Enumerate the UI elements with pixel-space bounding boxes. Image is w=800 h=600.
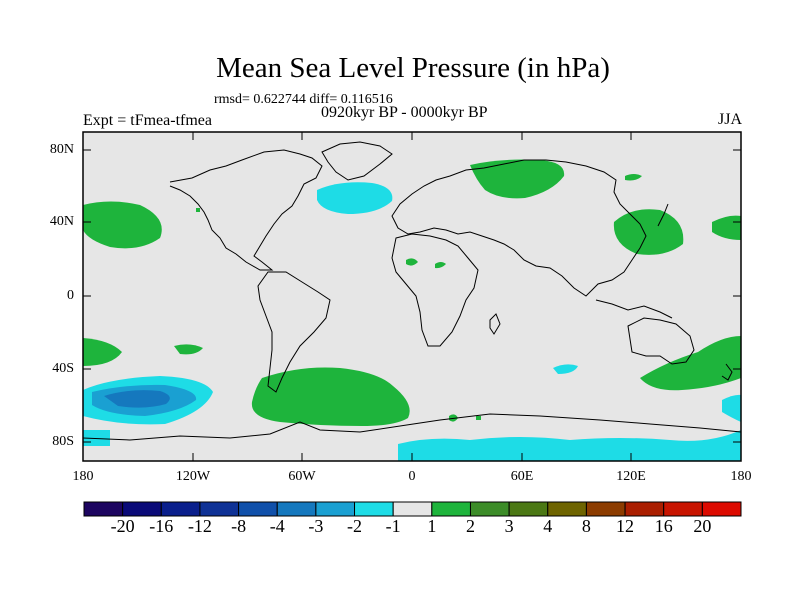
experiment-label: Expt = tFmea-tfmea	[83, 112, 212, 129]
anomaly-south-pacific-core-b	[104, 390, 170, 408]
colorbar-label: -3	[308, 516, 324, 536]
map-title: Mean Sea Level Pressure (in hPa)	[216, 52, 610, 84]
season-label: JJA	[717, 111, 742, 128]
coast-japan	[657, 203, 669, 227]
coast-south-america	[257, 271, 331, 393]
colorbar-swatch	[238, 501, 278, 517]
colorbar-label: 20	[693, 516, 712, 536]
colorbar-label: 2	[465, 516, 475, 536]
coastlines	[83, 141, 741, 441]
coast-antarctica	[83, 413, 741, 441]
coast-madagascar	[489, 313, 501, 335]
lat-label-40s: 40S	[52, 361, 74, 376]
colorbar-label: 3	[504, 516, 514, 536]
colorbar-label: 1	[427, 516, 437, 536]
anomaly-antarctic-coast	[398, 430, 741, 461]
stats-text: rmsd= 0.622744 diff= 0.116516	[214, 92, 393, 107]
anomaly-antarctic-east	[722, 394, 741, 422]
lon-label-60w: 60W	[288, 469, 316, 484]
anomaly-arctic-small	[625, 174, 642, 181]
colorbar-swatch	[315, 501, 356, 517]
colorbar-swatch	[585, 501, 626, 517]
colorbar-swatch	[701, 501, 742, 517]
colorbar-label: 16	[654, 516, 673, 536]
anomaly-south-pacific-small	[174, 344, 203, 355]
anomaly-arctic-asia	[470, 159, 565, 199]
lat-label-80n: 80N	[49, 142, 74, 157]
anomaly-south-indian	[553, 364, 578, 374]
anomaly-atlantic-dot	[196, 208, 200, 212]
anomaly-north-pacific	[83, 201, 162, 249]
anomaly-north-atlantic	[317, 182, 393, 214]
colorbar	[83, 501, 742, 517]
colorbar-swatch	[276, 501, 317, 517]
coast-indonesia	[595, 299, 673, 319]
coast-europe-asia	[391, 159, 647, 297]
colorbar-swatch	[431, 501, 471, 517]
colorbar-label: 8	[581, 516, 591, 536]
colorbar-swatch	[624, 501, 665, 517]
anomaly-africa-b	[435, 262, 446, 269]
colorbar-swatch	[199, 501, 240, 517]
colorbar-label: -16	[149, 516, 174, 536]
colorbar-swatch	[469, 501, 510, 517]
period-label: 0920kyr BP - 0000kyr BP	[321, 104, 488, 121]
anomaly-southern-ocean-dot2	[476, 416, 481, 420]
anomaly-africa-a	[406, 258, 418, 266]
colorbar-swatch	[160, 501, 201, 517]
lon-label-180e: 180	[730, 469, 752, 484]
colorbar-swatch	[354, 501, 394, 517]
colorbar-label: -2	[347, 516, 363, 536]
colorbar-label: -1	[385, 516, 401, 536]
colorbar-label: -12	[187, 516, 212, 536]
colorbar-swatch	[663, 501, 703, 517]
lon-label-60e: 60E	[510, 469, 534, 484]
anomaly-south-indian-australia	[640, 336, 741, 391]
colorbar-label: -20	[110, 516, 135, 536]
lat-label-80s: 80S	[52, 434, 74, 449]
lon-label-180w: 180	[72, 469, 94, 484]
colorbar-swatch	[547, 501, 587, 517]
colorbar-swatch	[122, 501, 162, 517]
lon-label-120e: 120E	[616, 469, 646, 484]
coast-australia	[627, 317, 695, 365]
lon-label-120w: 120W	[175, 469, 211, 484]
colorbar-label: 12	[616, 516, 635, 536]
lat-label-40n: 40N	[49, 214, 74, 229]
colorbar-label: 4	[543, 516, 553, 536]
anomaly-east-asia	[613, 209, 684, 255]
colorbar-label: -4	[269, 516, 285, 536]
anomaly-fields	[83, 159, 741, 461]
coast-africa	[391, 233, 479, 347]
coast-greenland	[321, 141, 393, 181]
colorbar-label: -8	[231, 516, 247, 536]
colorbar-swatch	[392, 501, 433, 517]
colorbar-swatch	[83, 501, 124, 517]
axis-ticks	[83, 132, 741, 461]
anomaly-south-america-atlantic	[251, 367, 410, 426]
lat-label-0: 0	[67, 288, 74, 303]
lon-label-0: 0	[408, 469, 416, 484]
anomaly-east-pacific	[83, 338, 122, 366]
coast-north-america	[169, 149, 323, 271]
coast-new-zealand	[721, 363, 733, 381]
colorbar-swatch	[508, 501, 549, 517]
